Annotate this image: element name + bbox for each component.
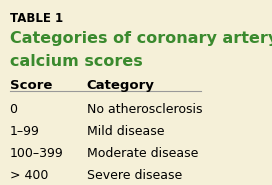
Text: TABLE 1: TABLE 1	[10, 12, 63, 25]
Text: 100–399: 100–399	[10, 147, 63, 160]
Text: 0: 0	[10, 103, 17, 116]
Text: Severe disease: Severe disease	[87, 169, 182, 182]
Text: Categories of coronary artery: Categories of coronary artery	[10, 31, 272, 46]
Text: No atherosclerosis: No atherosclerosis	[87, 103, 202, 116]
Text: 1–99: 1–99	[10, 125, 39, 138]
Text: Category: Category	[87, 79, 155, 92]
Text: Score: Score	[10, 79, 52, 92]
Text: Mild disease: Mild disease	[87, 125, 164, 138]
Text: calcium scores: calcium scores	[10, 54, 142, 69]
Text: > 400: > 400	[10, 169, 48, 182]
Text: Moderate disease: Moderate disease	[87, 147, 198, 160]
